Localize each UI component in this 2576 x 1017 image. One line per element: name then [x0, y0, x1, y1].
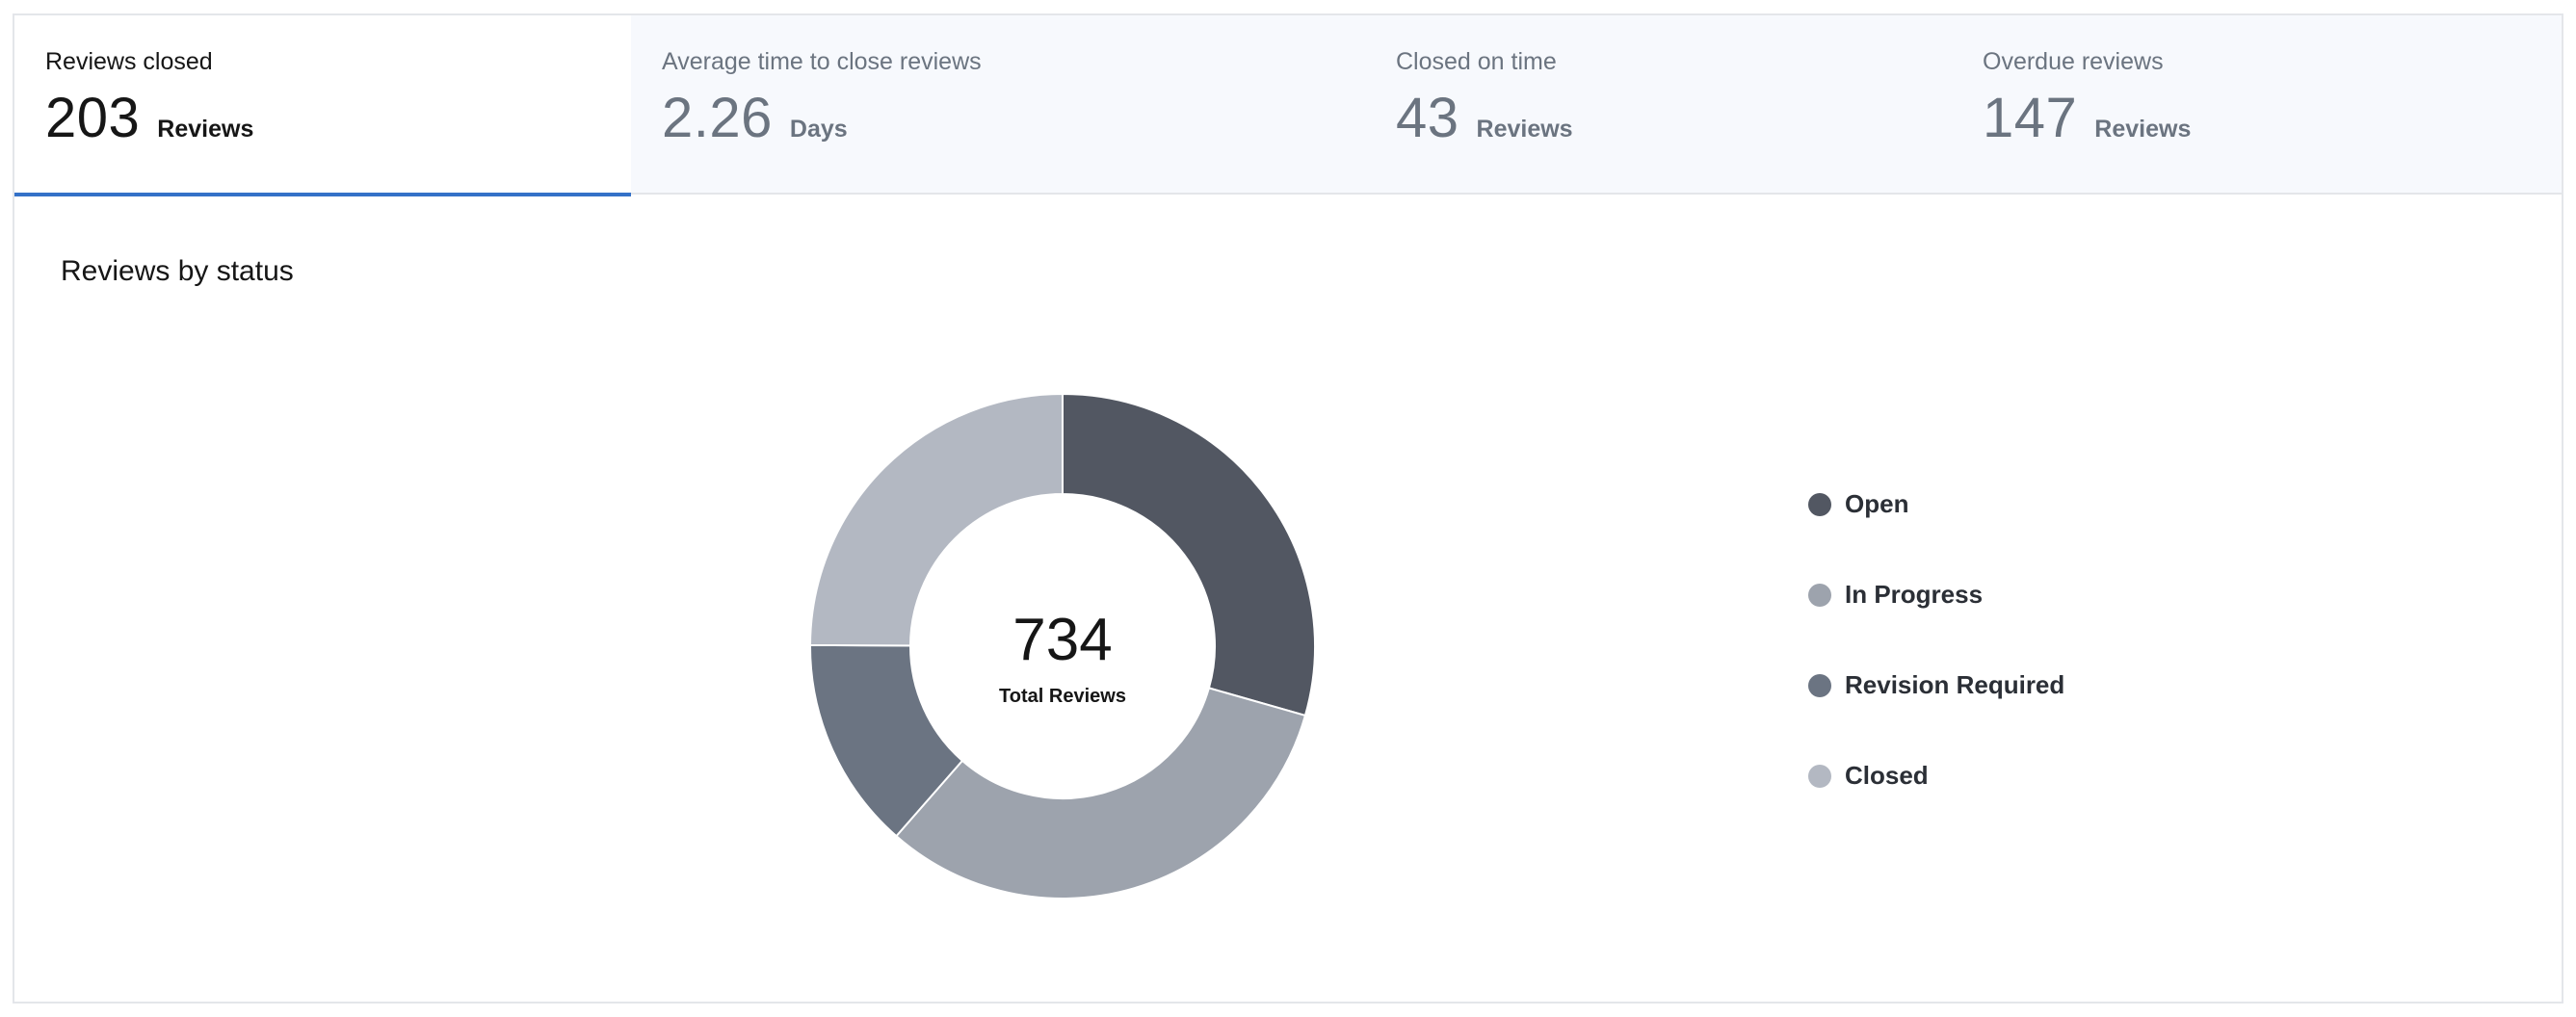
- tab-value: 2.26: [662, 87, 773, 149]
- tab-unit: Reviews: [157, 116, 254, 143]
- donut-center-value: 734: [1012, 607, 1112, 673]
- donut-center-label: Total Reviews: [999, 686, 1126, 707]
- donut-slice-closed[interactable]: [808, 392, 1064, 647]
- tab-label: Average time to close reviews: [662, 48, 982, 75]
- legend-label: Closed: [1845, 761, 1929, 790]
- tab-unit: Reviews: [1476, 116, 1573, 143]
- legend-label: Open: [1845, 489, 1909, 518]
- donut-slice-open[interactable]: [1062, 392, 1316, 717]
- tab-overdue-reviews[interactable]: Overdue reviews 147 Reviews: [1952, 15, 2562, 195]
- legend-dot: [1808, 673, 1831, 697]
- legend-item-open[interactable]: Open: [1808, 489, 1908, 519]
- tab-label: Reviews closed: [45, 48, 213, 75]
- donut-slice-in-progress[interactable]: [895, 687, 1307, 900]
- status-chart-area: 734 Total Reviews: [14, 195, 2562, 1004]
- donut-chart: 734 Total Reviews: [808, 392, 1316, 900]
- tab-value: 203: [45, 87, 141, 149]
- legend-dot: [1808, 583, 1831, 607]
- donut-slices: [808, 392, 1316, 900]
- tab-unit: Days: [789, 116, 848, 143]
- tab-value: 43: [1396, 87, 1459, 149]
- legend-item-closed[interactable]: Closed: [1808, 761, 1929, 791]
- tab-closed-on-time[interactable]: Closed on time 43 Reviews: [1365, 15, 1952, 195]
- tab-label: Overdue reviews: [1983, 48, 2164, 75]
- tab-reviews-closed[interactable]: Reviews closed 203 Reviews: [14, 15, 631, 196]
- tab-unit: Reviews: [2094, 116, 2192, 143]
- legend-dot: [1808, 492, 1831, 516]
- tab-label: Closed on time: [1396, 48, 1557, 75]
- section-title: Reviews by status: [61, 255, 294, 287]
- tab-value: 147: [1983, 87, 2078, 149]
- legend-label: In Progress: [1845, 580, 1984, 609]
- metric-tabs: Reviews closed 203 Reviews Average time …: [14, 15, 2562, 196]
- tab-average-time-to-close[interactable]: Average time to close reviews 2.26 Days: [631, 15, 1365, 195]
- legend-item-in-progress[interactable]: In Progress: [1808, 580, 1983, 610]
- reviews-dashboard-panel: Reviews closed 203 Reviews Average time …: [13, 13, 2563, 1004]
- legend-dot: [1808, 764, 1831, 788]
- legend-label: Revision Required: [1845, 670, 2065, 699]
- legend-item-revision-required[interactable]: Revision Required: [1808, 670, 2064, 700]
